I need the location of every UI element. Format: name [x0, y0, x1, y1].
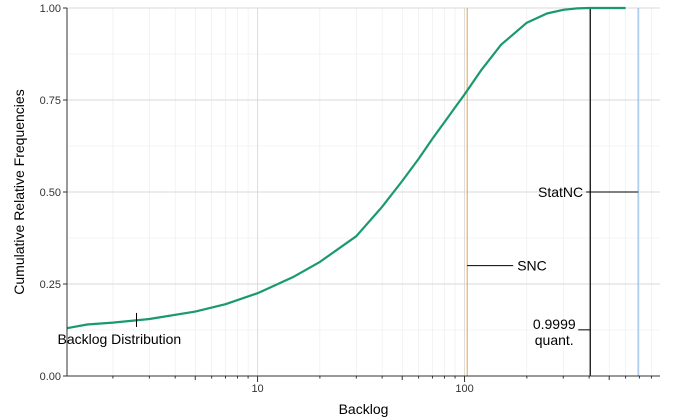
y-tick-label: 0.50	[40, 187, 61, 199]
annotation-layer: Backlog Distribution SNC StatNC 0.9999quant…	[57, 184, 639, 348]
y-tick-label: 0.25	[40, 279, 61, 291]
y-tick-label: 1.00	[40, 3, 61, 15]
backlog-distribution-label: Backlog Distribution	[57, 331, 181, 347]
series-layer	[66, 6, 626, 330]
axes-layer: 0.00 0.25 0.50 0.75 1.00 10 100	[40, 3, 660, 395]
x-axis-title: Backlog	[339, 401, 389, 417]
y-tick-label: 0.75	[40, 95, 61, 107]
y-axis-title: Cumulative Relative Frequencies	[11, 89, 27, 294]
statnc-label: StatNC	[538, 184, 583, 200]
quantile-label-line1: 0.9999	[533, 316, 576, 332]
x-tick-label: 100	[455, 383, 473, 395]
x-tick-label: 10	[251, 383, 263, 395]
snc-label: SNC	[517, 258, 547, 274]
cdf-series-line	[66, 6, 626, 330]
y-tick-label: 0.00	[40, 371, 61, 383]
quantile-label-line2: quant.	[535, 332, 574, 348]
